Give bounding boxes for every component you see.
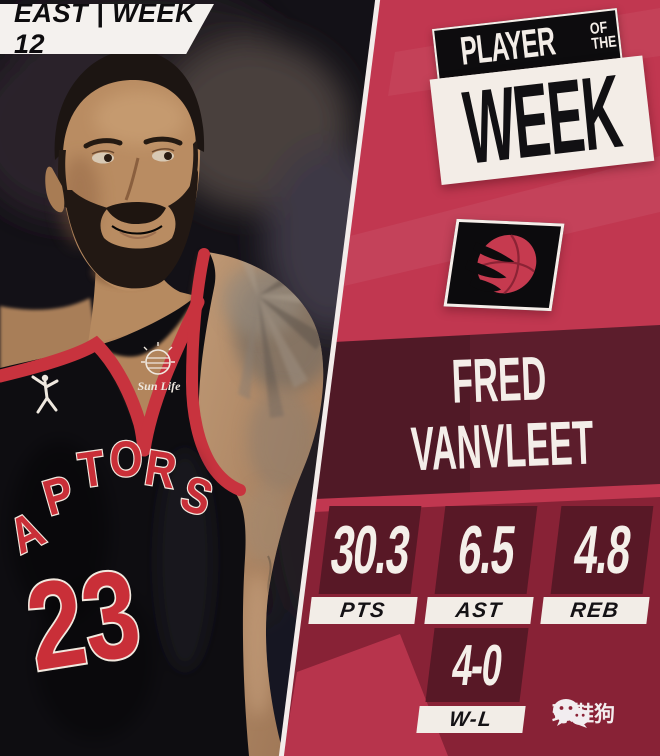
player-figure: Sun Life A P T O R S 23 (0, 50, 324, 756)
stat-record-box: 4-0 (425, 628, 529, 702)
name-band (315, 325, 660, 499)
jersey-shading (10, 440, 213, 740)
watermark: 球鞋狗 (552, 698, 615, 728)
jersey-number: 23 (18, 542, 149, 697)
ear (45, 166, 65, 213)
jersey-red-trim (0, 248, 246, 496)
stat-points-box: 30.3 (318, 506, 422, 594)
jersey: Sun Life A P T O R S 23 (0, 248, 249, 756)
stat-record: 4-0 W-L (416, 628, 529, 733)
stat-assists-label: AST (454, 598, 504, 622)
stat-rebounds-label: REB (569, 598, 621, 622)
conference-week-badge: EAST | WEEK 12 (0, 4, 214, 54)
beard (64, 170, 198, 289)
stat-assists-label-bar: AST (424, 597, 534, 624)
svg-text:O: O (109, 431, 142, 487)
eyes (91, 148, 175, 164)
player-last-name: VANVLEET (409, 408, 595, 485)
potw-the: THE (590, 33, 618, 54)
potw-of-the: OF THE (589, 18, 624, 54)
stat-rebounds: 4.8 REB (540, 506, 654, 624)
player-of-the-week-badge: PLAYER OF THE WEEK (424, 6, 656, 187)
conference-week-label: EAST | WEEK 12 (14, 0, 196, 59)
jersey-sponsor-text: Sun Life (137, 379, 181, 393)
team-logo-box (443, 218, 565, 312)
hair (54, 50, 205, 160)
eyebrow-right (143, 136, 183, 146)
stat-points-label: PTS (338, 598, 388, 622)
stat-rebounds-value: 4.8 (569, 512, 635, 588)
stat-points-label-bar: PTS (308, 597, 418, 624)
panel-edge-border (278, 0, 381, 756)
eyebrow-left (83, 138, 123, 149)
wechat-icon (553, 699, 590, 728)
stat-assists: 6.5 AST (424, 506, 538, 624)
player-first-name: FRED (450, 344, 548, 417)
player-face (45, 50, 205, 292)
stat-assists-value: 6.5 (453, 512, 519, 588)
stat-record-value: 4-0 (448, 632, 506, 698)
stat-record-label: W-L (447, 707, 495, 731)
raptors-claw-basketball-icon (464, 234, 537, 295)
stat-points: 30.3 PTS (308, 506, 422, 624)
nose (124, 157, 140, 201)
stat-points-value: 30.3 (326, 512, 414, 588)
stat-rebounds-box: 4.8 (550, 506, 654, 594)
player-name: FRED VANVLEET (336, 342, 660, 486)
stat-rebounds-label-bar: REB (540, 597, 650, 624)
sun-life-globe-icon (141, 342, 175, 375)
stat-assists-box: 6.5 (434, 506, 538, 594)
jumpman-logo-icon (31, 374, 59, 414)
stat-record-label-bar: W-L (416, 706, 526, 733)
potw-week-bar: WEEK (429, 53, 655, 187)
potw-week-word: WEEK (458, 53, 625, 187)
